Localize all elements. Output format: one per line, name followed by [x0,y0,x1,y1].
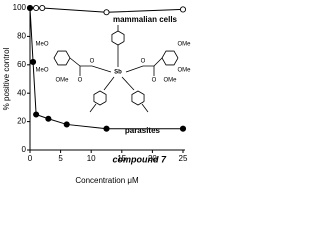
y-tick-label: 0 [22,145,27,154]
y-tick-label: 80 [17,32,26,41]
y-axis-label: % positive control [2,47,11,110]
bond [69,57,112,73]
series-label: mammalian cells [113,15,178,24]
x-tick-label: 10 [87,154,96,163]
ring [161,50,179,66]
atom-label: OMe [177,68,191,74]
data-point [103,9,110,16]
data-point [33,4,40,12]
data-point [179,6,187,13]
data-point [39,4,46,12]
atom-label: O [152,78,157,84]
data-point [26,4,34,12]
bond [103,76,115,91]
data-point [103,125,110,132]
series-line [29,7,183,130]
x-tick-label: 5 [58,154,63,163]
atom-label: O [78,78,83,84]
bond [141,103,149,113]
ring [111,30,125,46]
ring [93,90,107,106]
bond [89,103,97,113]
y-tick-label: 20 [17,117,26,126]
atom-label: MeO [35,68,48,74]
ring [131,90,145,106]
bond [121,76,135,91]
bond [125,57,163,73]
data-point [30,58,37,66]
data-point [63,121,70,128]
compound-label: compound 7 [113,154,167,164]
x-tick-label: 0 [28,154,33,163]
atom-label: O [141,59,146,65]
x-tick-label: 20 [148,154,157,163]
y-tick-label: 40 [17,88,26,97]
atom-label: OMe [177,42,191,48]
atom-label: OMe [163,78,177,84]
y-tick-label: 60 [17,60,26,69]
atom-label-sb: Sb [114,70,122,76]
ring [53,50,71,66]
data-point [33,111,40,118]
x-axis-label: Concentration μM [75,176,139,185]
data-point [179,125,187,132]
atom-label: OMe [55,78,69,84]
series-label: parasites [125,126,161,135]
data-point [45,115,52,122]
atom-label: O [90,59,95,65]
y-tick-label: 100 [13,3,27,12]
chart: Concentration μM % positive control comp… [2,3,191,185]
atom-label: MeO [35,42,48,48]
x-tick-label: 25 [179,154,188,163]
x-tick-label: 15 [117,154,126,163]
